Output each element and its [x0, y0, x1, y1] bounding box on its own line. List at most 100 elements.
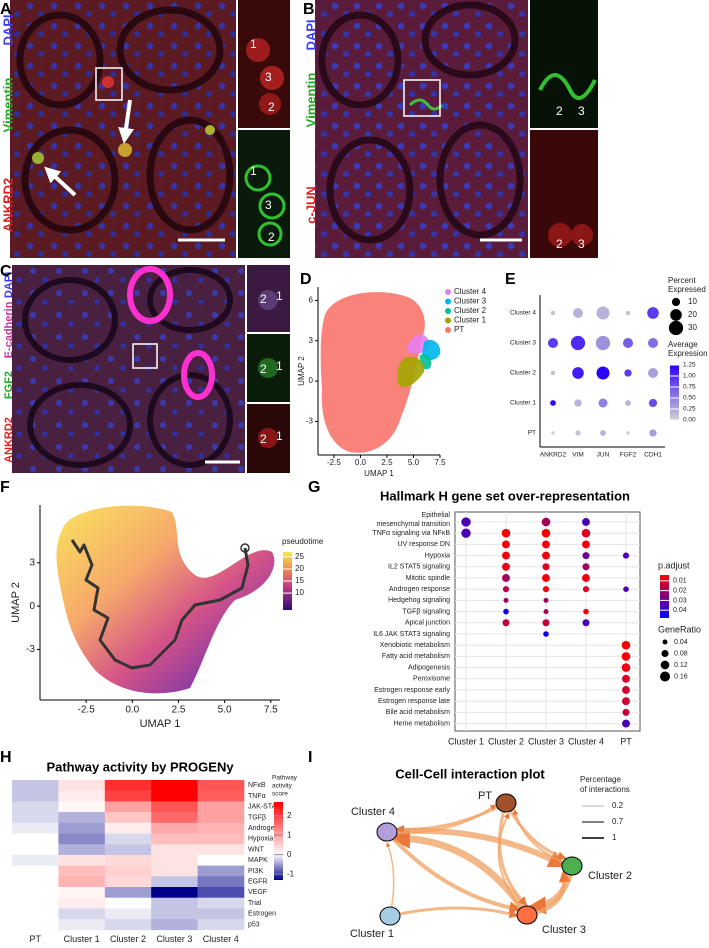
heatmap-cell: [151, 919, 198, 931]
size-key: [660, 660, 670, 670]
dot: [572, 367, 584, 379]
node-label: Cluster 4: [351, 806, 395, 818]
cluster-cloud: [422, 339, 441, 360]
panel-c: DAPI E-cadherin FGF2 ANKRD2 2 1 2 1 2 1 …: [0, 263, 290, 473]
dot: [575, 430, 581, 436]
dot: [543, 609, 549, 615]
dot: [625, 310, 631, 316]
y-tick-label: Hypoxia: [248, 836, 273, 843]
y-tick-label: Hypoxia: [425, 552, 450, 559]
node: [379, 906, 401, 926]
arrow: [44, 166, 77, 197]
y-tick-label: TGFβ: [248, 814, 266, 821]
y-tick-label: IL6 JAK STAT3 signaling: [373, 631, 450, 638]
heatmap-cell: [58, 865, 106, 877]
dot: [595, 335, 611, 351]
colorbar: [274, 802, 283, 880]
x-tick-label: 5.0: [408, 458, 420, 467]
heatmap-cell: [104, 876, 152, 888]
legend-title: p.adjust: [658, 560, 690, 570]
x-tick-label: Cluster 3: [156, 934, 192, 944]
y-tick-label: Cluster 2: [510, 370, 536, 377]
y-tick-label: 0: [309, 376, 314, 385]
dot: [582, 540, 590, 549]
legend-label: 1: [287, 830, 292, 839]
trajectory-root: [240, 543, 250, 553]
legend-title: pseudotime: [282, 537, 324, 546]
heatmap-cell: [12, 865, 59, 877]
inset-label: 3: [265, 70, 272, 84]
panel-letter: F: [0, 479, 10, 496]
size-key: [660, 671, 670, 682]
legend-label: Cluster 4: [454, 287, 487, 296]
y-tick-label: 0: [29, 601, 35, 612]
dot: [542, 619, 550, 627]
panel-letter: B: [303, 1, 315, 18]
x-tick-label: 0.0: [125, 705, 139, 716]
legend-label: 10: [295, 588, 304, 597]
node: [516, 905, 538, 925]
dot: [502, 574, 510, 582]
heatmap-cell: [197, 833, 245, 845]
inset-label: 2: [556, 104, 563, 118]
x-tick-label: 2.5: [381, 458, 393, 467]
y-tick-label: UV response DN: [397, 541, 450, 548]
legend-label: Cluster 3: [454, 297, 487, 306]
panel-letter: C: [0, 263, 12, 280]
inset: [530, 0, 598, 128]
dot: [551, 431, 555, 435]
y-tick-label: MAPK: [248, 857, 268, 864]
heatmap-cell: [104, 780, 152, 791]
y-tick-label: p53: [248, 921, 260, 928]
heatmap-cell: [12, 887, 59, 898]
dot: [502, 586, 510, 593]
y-tick-label: TNFα signaling via NFκB: [372, 530, 450, 537]
node-label: PT: [478, 790, 492, 802]
legend-label: PT: [454, 325, 464, 334]
legend-label: 25: [295, 552, 304, 561]
size-key: [662, 639, 668, 645]
legend-marker: [445, 289, 451, 295]
legend-label: 0.16: [674, 673, 688, 680]
dot: [622, 697, 630, 706]
legend-title: Average: [668, 340, 698, 349]
heatmap-cell: [104, 812, 152, 824]
legend-label: 0.04: [674, 639, 688, 646]
zoom-box: [132, 343, 158, 369]
legend-label: 1.25: [683, 362, 696, 369]
x-axis-label: UMAP 1: [364, 469, 394, 478]
x-tick-label: Cluster 2: [488, 736, 524, 746]
inset-label: 1: [276, 359, 283, 373]
dot: [543, 597, 549, 603]
heatmap-cell: [58, 919, 106, 931]
cluster-cloud: [320, 292, 425, 453]
legend-label: Cluster 2: [454, 306, 487, 315]
x-tick-label: PT: [620, 736, 632, 746]
x-tick-label: Cluster 3: [528, 736, 564, 746]
y-tick-label: PT: [528, 430, 536, 437]
y-tick-label: TNFα: [248, 793, 266, 800]
panel-letter: I: [308, 749, 312, 766]
y-tick-label: Heme metabolism: [394, 720, 451, 727]
heatmap-cell: [104, 919, 152, 931]
x-tick-label: Cluster 1: [64, 934, 100, 944]
dot: [542, 574, 550, 582]
inset-label: 2: [260, 292, 267, 306]
heatmap-cell: [151, 876, 198, 888]
heatmap-cell: [197, 790, 245, 802]
heatmap-cell: [104, 908, 152, 920]
dot: [581, 528, 591, 538]
x-tick-label: Cluster 4: [568, 736, 604, 746]
dot: [647, 307, 659, 319]
heatmap-cell: [197, 897, 245, 909]
dot: [622, 674, 630, 683]
dot: [648, 398, 658, 408]
y-tick-label: Bile acid metabolism: [386, 709, 450, 716]
heatmap-cell: [197, 908, 245, 920]
dot: [542, 551, 550, 560]
heatmap-cell: [151, 833, 198, 845]
panel-a: DAPI Vimentin ANKRD2 1 3 2 1 3 2 A: [0, 0, 290, 258]
chart-title: Pathway activity by PROGENy: [46, 759, 234, 774]
colorbar: [660, 575, 669, 618]
stain-label: DAPI: [0, 14, 15, 45]
